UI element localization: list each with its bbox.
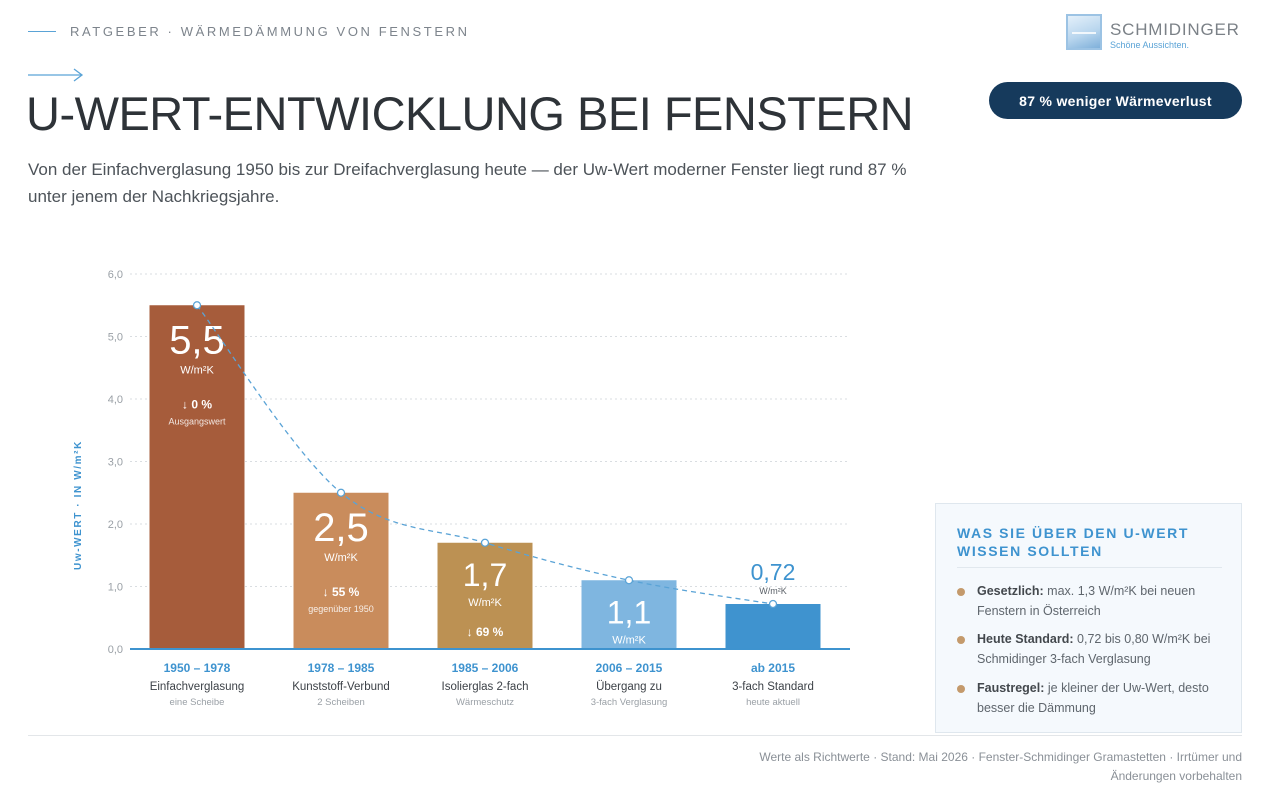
x-category-detail: heute aktuell bbox=[746, 697, 800, 708]
info-item-lead: Heute Standard: bbox=[977, 632, 1074, 646]
trend-line bbox=[196, 304, 774, 605]
x-category-detail: 2 Scheiben bbox=[317, 697, 365, 708]
bar-change-note: gegenüber 1950 bbox=[308, 604, 374, 614]
bar-unit-label: W/m²K bbox=[759, 586, 787, 596]
bullet-dot-icon bbox=[957, 636, 965, 644]
x-category-detail: eine Scheibe bbox=[170, 697, 225, 708]
info-item-text: max. 1,3 W/m²K bei neuen Fenstern in Öst… bbox=[977, 584, 1196, 618]
bar-change-label: ↓ 69 % bbox=[467, 625, 504, 639]
x-category-name: Einfachverglasung bbox=[150, 681, 245, 693]
x-category-label: 1950 – 1978 bbox=[164, 661, 231, 675]
x-category-detail: 3-fach Verglasung bbox=[591, 697, 668, 708]
x-category-label: 1978 – 1985 bbox=[308, 661, 375, 675]
bar-unit-label: W/m²K bbox=[612, 634, 646, 646]
x-category-detail: Wärmeschutz bbox=[456, 697, 514, 708]
y-tick-label: 6,0 bbox=[108, 269, 123, 281]
eyebrow-text: RATGEBER · WÄRMEDÄMMUNG VON FENSTERN bbox=[70, 24, 470, 39]
footer-note: Werte als Richtwerte · Stand: Mai 2026 ·… bbox=[759, 750, 1242, 783]
u-value-bar-chart: 0,0 1,0 2,0 3,0 4,0 5,0 6,0 Uw-WERT · IN W/m²K 5… bbox=[73, 269, 850, 708]
page-subtitle: Von der Einfachverglasung 1950 bis zur D… bbox=[28, 160, 907, 206]
y-tick-label: 4,0 bbox=[108, 394, 123, 406]
trend-point bbox=[624, 576, 634, 585]
bar bbox=[725, 604, 821, 649]
trend-point bbox=[768, 599, 778, 609]
info-panel-divider bbox=[957, 567, 1222, 568]
bar bbox=[149, 305, 245, 649]
bar-unit-label: W/m²K bbox=[324, 552, 358, 564]
page-title: U-WERT-ENTWICKLUNG BEI FENSTERN bbox=[26, 87, 914, 140]
info-item-standard: Heute Standard: 0,72 bis 0,80 W/m²K bei … bbox=[957, 629, 1227, 669]
x-category-label: 2006 – 2015 bbox=[596, 661, 663, 675]
y-tick-label: 3,0 bbox=[108, 457, 123, 469]
eyebrow-line bbox=[28, 31, 56, 32]
bar-change-label: ↓ 0 % bbox=[182, 397, 212, 411]
bar-value-label: 1,7 bbox=[463, 557, 507, 593]
logo-name: SCHMIDINGER bbox=[1110, 20, 1240, 39]
x-category-name: Isolierglas 2-fach bbox=[442, 681, 529, 693]
brand-logo[interactable]: SCHMIDINGER Schöne Aussichten. bbox=[1066, 14, 1246, 54]
bar bbox=[581, 580, 677, 649]
logo-tagline: Schöne Aussichten. bbox=[1110, 40, 1190, 50]
y-tick-label: 0,0 bbox=[108, 644, 123, 656]
y-axis-label: Uw-WERT · IN W/m²K bbox=[73, 440, 84, 570]
savings-badge: 87 % weniger Wärmeverlust bbox=[989, 82, 1242, 119]
x-category-name: 3-fach Standard bbox=[732, 681, 814, 693]
bar-change-label: ↓ 55 % bbox=[323, 585, 360, 599]
bar-value-label: 0,72 bbox=[751, 559, 796, 585]
info-item-lead: Gesetzlich: bbox=[977, 584, 1044, 598]
info-panel-title: WAS SIE ÜBER DEN U-WERT WISSEN SOLLTEN bbox=[957, 525, 1190, 559]
info-item-lead: Faustregel: bbox=[977, 681, 1045, 695]
bar bbox=[437, 542, 533, 649]
bar-value-label: 1,1 bbox=[607, 594, 651, 630]
trend-point bbox=[480, 538, 490, 547]
bar-unit-label: W/m²K bbox=[180, 364, 214, 376]
bullet-dot-icon bbox=[957, 588, 965, 596]
bar-change-note: Ausgangswert bbox=[168, 416, 226, 426]
bar-unit-label: W/m²K bbox=[468, 597, 502, 609]
logo-mark-icon bbox=[1066, 14, 1102, 50]
info-panel: WAS SIE ÜBER DEN U-WERT WISSEN SOLLTEN G… bbox=[935, 503, 1242, 733]
footer-divider bbox=[28, 735, 1242, 736]
y-tick-label: 2,0 bbox=[108, 519, 123, 531]
eyebrow: RATGEBER · WÄRMEDÄMMUNG VON FENSTERN bbox=[28, 24, 470, 39]
info-item-text: je kleiner der Uw-Wert, desto besser die… bbox=[977, 681, 1209, 715]
x-category-name: Übergang zu bbox=[596, 681, 662, 693]
info-item-rule: Faustregel: je kleiner der Uw-Wert, dest… bbox=[957, 678, 1227, 718]
y-tick-label: 1,0 bbox=[108, 582, 123, 594]
trend-point bbox=[192, 301, 202, 310]
x-category-label: ab 2015 bbox=[751, 661, 795, 675]
bar-value-label: 5,5 bbox=[169, 318, 225, 362]
trend-point bbox=[336, 488, 346, 497]
bullet-dot-icon bbox=[957, 685, 965, 693]
bar-value-label: 2,5 bbox=[313, 506, 369, 550]
info-item-text: 0,72 bis 0,80 W/m²K bei Schmidinger 3-fa… bbox=[977, 632, 1211, 666]
x-category-label: 1985 – 2006 bbox=[452, 661, 519, 675]
arrow-right-icon bbox=[28, 68, 84, 82]
x-category-name: Kunststoff-Verbund bbox=[292, 681, 390, 693]
bar bbox=[293, 492, 389, 649]
info-item-legal: Gesetzlich: max. 1,3 W/m²K bei neuen Fen… bbox=[957, 581, 1227, 621]
y-tick-label: 5,0 bbox=[108, 332, 123, 344]
